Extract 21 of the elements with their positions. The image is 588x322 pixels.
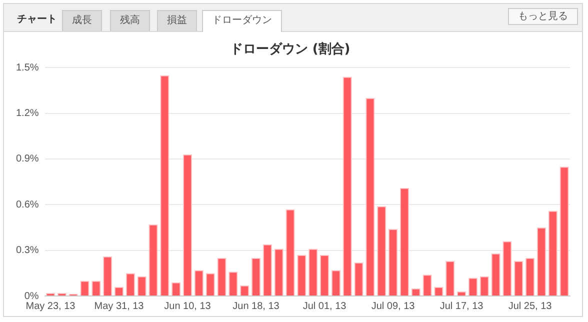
text: 損益 xyxy=(157,10,197,31)
y-tick-label: 0.3% xyxy=(16,245,39,256)
x-tick-label: May 23, 13 xyxy=(26,300,76,312)
y-tick-label: 1.5% xyxy=(16,62,39,74)
x-tick-label: Jul 01, 13 xyxy=(302,300,347,312)
text: 成長 xyxy=(62,10,102,31)
chart-title: ドローダウン (割合) xyxy=(230,41,350,58)
y-tick-label: 1.2% xyxy=(16,108,39,120)
y-tick-label: 0.9% xyxy=(16,154,39,165)
text: ドローダウン xyxy=(202,10,282,32)
y-tick-label: 0.6% xyxy=(16,199,39,210)
x-tick-label: Jul 09, 13 xyxy=(371,300,416,312)
text: 残高 xyxy=(110,10,150,31)
x-tick-label: Jun 18, 13 xyxy=(232,300,280,312)
x-tick-label: Jul 25, 13 xyxy=(508,300,552,312)
x-tick-label: Jul 17, 13 xyxy=(440,300,484,312)
text: もっと見る xyxy=(508,8,578,25)
text: チャート xyxy=(16,13,58,27)
x-tick-label: May 31, 13 xyxy=(94,300,144,312)
y-tick-label: 0% xyxy=(24,290,39,302)
x-tick-label: Jun 10, 13 xyxy=(164,300,212,312)
